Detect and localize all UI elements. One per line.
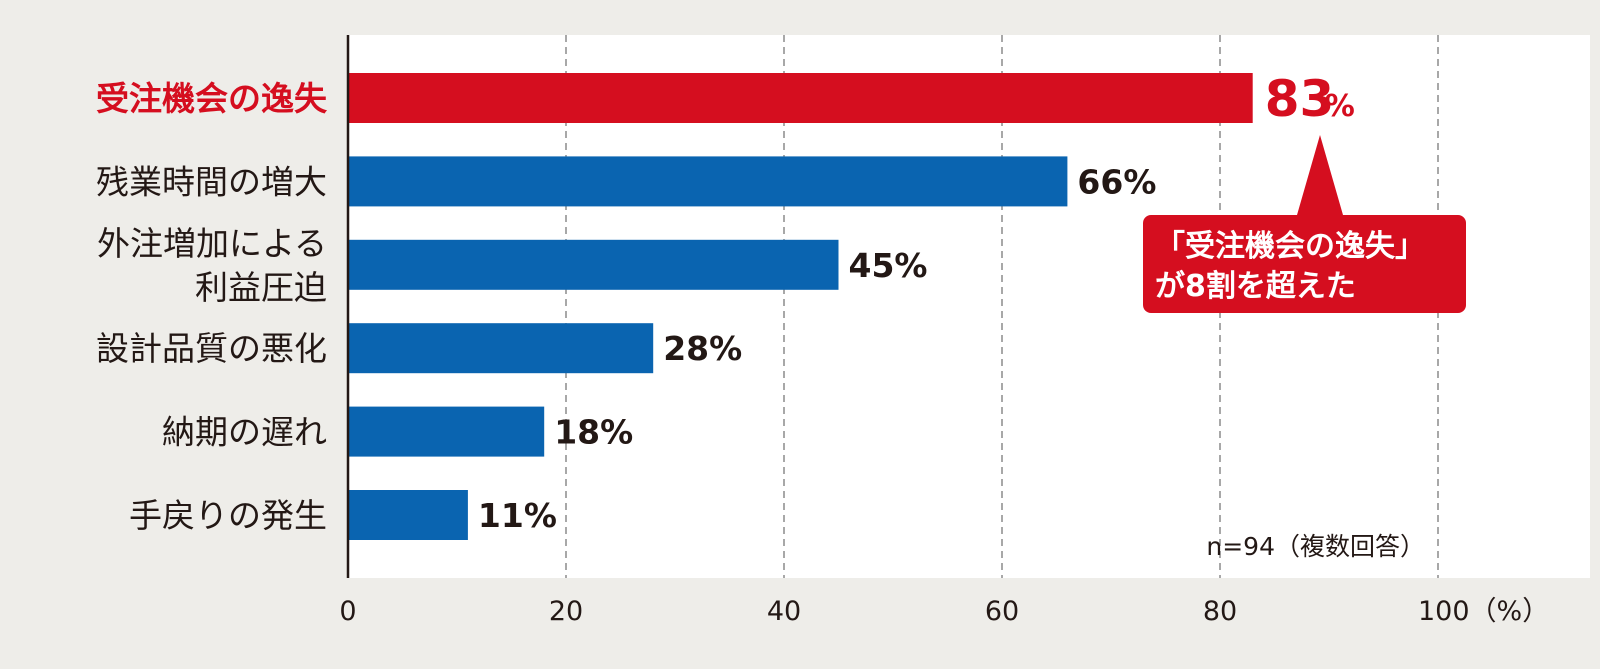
bar <box>349 323 654 374</box>
category-label: 利益圧迫 <box>195 268 327 307</box>
category-label: 設計品質の悪化 <box>96 329 327 368</box>
callout: 「受注機会の逸失」が8割を超えた <box>1143 135 1466 313</box>
bar <box>349 156 1068 207</box>
x-tick-label: 60 <box>985 596 1019 627</box>
bar <box>349 490 468 540</box>
callout-pointer <box>1297 135 1343 215</box>
data-label: 18% <box>554 413 633 452</box>
category-label: 残業時間の増大 <box>96 162 327 201</box>
callout-text: 「受注機会の逸失」 <box>1155 229 1425 264</box>
x-tick-label: 40 <box>767 596 801 627</box>
data-label: 66% <box>1077 162 1156 201</box>
callout-text: が8割を超えた <box>1155 269 1356 304</box>
category-label: 受注機会の逸失 <box>96 79 328 118</box>
x-tick-label: 20 <box>549 596 583 627</box>
bar <box>349 239 839 290</box>
data-label: 45% <box>849 246 928 285</box>
bar <box>349 73 1253 123</box>
sample-note: n=94（複数回答） <box>1206 532 1425 561</box>
grid-lines <box>565 35 1439 578</box>
x-axis-ticks: 0 20 40 60 80 100（%） <box>339 596 1549 627</box>
x-tick-label: 0 <box>339 596 356 627</box>
bar <box>349 406 545 457</box>
category-labels: 受注機会の逸失残業時間の増大外注増加による利益圧迫設計品質の悪化納期の遅れ手戻り… <box>96 79 328 535</box>
category-label: 外注増加による <box>97 224 327 263</box>
category-label: 手戻りの発生 <box>129 496 327 535</box>
x-tick-label: 100（%） <box>1418 596 1549 627</box>
x-tick-label: 80 <box>1203 596 1237 627</box>
callout-box <box>1143 215 1466 313</box>
data-label-unit: % <box>1325 89 1355 124</box>
category-label: 納期の遅れ <box>162 413 327 452</box>
data-label: 11% <box>478 496 557 535</box>
data-label: 83 <box>1265 70 1335 128</box>
data-label: 28% <box>663 329 742 368</box>
value-labels: 83% 66% 45% 28% 18% 11% <box>478 70 1355 535</box>
bars <box>349 73 1253 540</box>
